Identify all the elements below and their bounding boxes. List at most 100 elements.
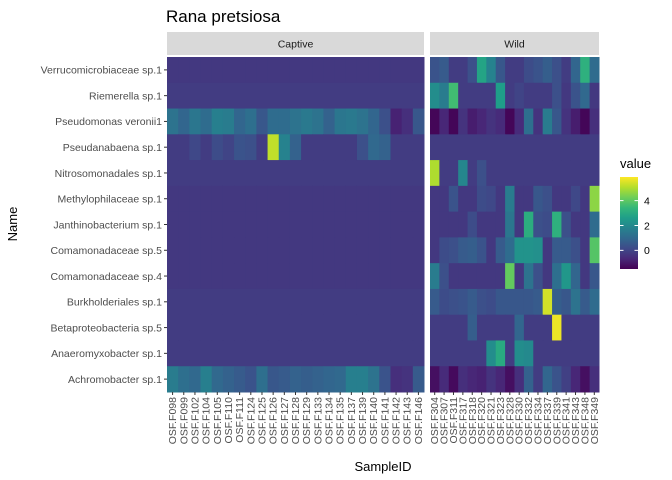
heatmap-cell	[412, 340, 425, 367]
heatmap-cell	[278, 366, 291, 393]
heatmap-cell	[289, 82, 302, 110]
heatmap-cell	[312, 263, 324, 290]
x-tick-label: OSF.F337	[542, 397, 554, 444]
heatmap-cell	[514, 57, 525, 84]
heatmap-cell	[580, 185, 591, 213]
heatmap-cell	[552, 314, 562, 341]
heatmap-cell	[211, 366, 224, 393]
heatmap-cell	[368, 160, 380, 187]
heatmap-cell	[505, 57, 515, 84]
heatmap-cell	[334, 57, 347, 84]
heatmap-cell	[312, 57, 324, 84]
heatmap-cell	[334, 82, 347, 110]
heatmap-cell	[334, 134, 347, 161]
heatmap-cell	[523, 211, 534, 238]
heatmap-cell	[505, 366, 515, 393]
heatmap-cell	[430, 108, 440, 135]
heatmap-cell	[356, 211, 369, 238]
heatmap-cell	[467, 57, 478, 84]
heatmap-cell	[278, 288, 291, 316]
heatmap-cell	[189, 211, 202, 238]
heatmap-cell	[412, 314, 425, 341]
heatmap-cell	[211, 340, 224, 367]
x-tick-label: OSF.F307	[439, 397, 451, 444]
heatmap-cell	[589, 314, 600, 341]
heatmap-cell	[476, 160, 487, 187]
heatmap-cell	[256, 185, 269, 213]
x-tick-label: OSF.F332	[523, 397, 535, 444]
heatmap-cell	[368, 314, 380, 341]
heatmap-cell	[467, 185, 478, 213]
x-tick-label: OSF.F105	[212, 397, 224, 444]
x-tick-label: OSF.F321	[486, 397, 498, 444]
heatmap-cell	[505, 263, 515, 290]
heatmap-cell	[439, 263, 450, 290]
heatmap-cell	[167, 134, 179, 161]
x-tick-label: OSF.F143	[402, 397, 414, 444]
heatmap-cell	[278, 134, 291, 161]
heatmap-cell	[523, 57, 534, 84]
heatmap-cell	[467, 366, 478, 393]
x-tick-label: OSF.F133	[312, 397, 324, 444]
heatmap-cell	[356, 237, 369, 264]
heatmap-cell	[379, 160, 391, 187]
heatmap-cell	[542, 211, 553, 238]
heatmap-cell	[200, 237, 213, 264]
heatmap-cell	[514, 263, 525, 290]
heatmap-cell	[323, 340, 336, 367]
y-tick-label: Comamonadaceae sp.5	[51, 245, 163, 257]
heatmap-cell	[505, 288, 515, 316]
heatmap-cell	[589, 185, 600, 213]
y-tick-label: Riemerella sp.1	[89, 90, 162, 102]
heatmap-cell	[312, 211, 324, 238]
heatmap-cell	[379, 134, 391, 161]
facet-strip-label: Wild	[504, 39, 525, 51]
heatmap-cell	[580, 340, 591, 367]
x-tick-label: OSF.F135	[335, 397, 347, 444]
heatmap-cell	[486, 237, 497, 264]
heatmap-cell	[467, 340, 478, 367]
heatmap-cell	[334, 340, 347, 367]
heatmap-cell	[222, 57, 235, 84]
heatmap-cell	[552, 57, 562, 84]
heatmap-cell	[301, 366, 313, 393]
heatmap-cell	[401, 82, 414, 110]
heatmap-cell	[211, 82, 224, 110]
heatmap-cell	[439, 134, 450, 161]
heatmap-cell	[401, 263, 414, 290]
heatmap-cell	[533, 211, 544, 238]
heatmap-cell	[234, 108, 246, 135]
heatmap-cell	[476, 82, 487, 110]
heatmap-cell	[189, 340, 202, 367]
heatmap-cell	[448, 185, 459, 213]
heatmap-cell	[561, 237, 572, 264]
heatmap-cell	[476, 288, 487, 316]
heatmap-cell	[552, 211, 562, 238]
heatmap-cell	[401, 160, 414, 187]
y-tick-label: Anaeromyxobacter sp.1	[51, 348, 162, 360]
heatmap-cell	[523, 288, 534, 316]
heatmap-cell	[301, 237, 313, 264]
heatmap-cell	[580, 366, 591, 393]
heatmap-cell	[289, 160, 302, 187]
heatmap-cell	[533, 340, 544, 367]
heatmap-cell	[561, 185, 572, 213]
facet-strip	[167, 32, 424, 55]
heatmap-cell	[439, 366, 450, 393]
heatmap-cell	[542, 314, 553, 341]
heatmap-cell	[245, 108, 257, 135]
heatmap-cell	[589, 211, 600, 238]
heatmap-cell	[580, 288, 591, 316]
heatmap-cell	[222, 211, 235, 238]
heatmap-cell	[368, 263, 380, 290]
heatmap-cell	[401, 211, 414, 238]
heatmap-cell	[379, 314, 391, 341]
x-tick-label: OSF.F142	[391, 397, 403, 444]
heatmap-cell	[356, 82, 369, 110]
heatmap-cell	[222, 366, 235, 393]
heatmap-cell	[167, 185, 179, 213]
heatmap-cell	[589, 57, 600, 84]
x-tick-label: OSF.F304	[429, 397, 441, 444]
heatmap-cell	[514, 237, 525, 264]
heatmap-cell	[289, 237, 302, 264]
